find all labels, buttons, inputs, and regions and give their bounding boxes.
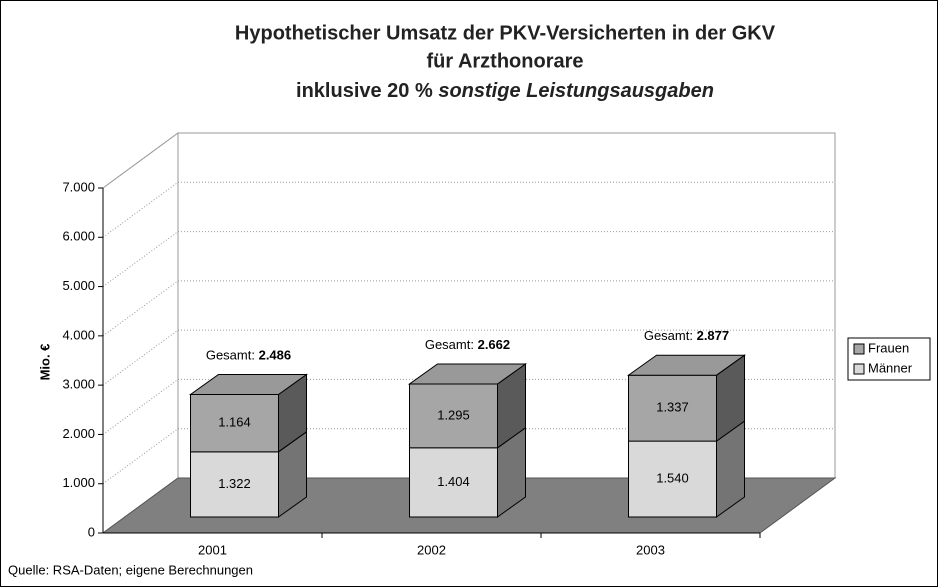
total-value: 2.877	[697, 329, 730, 344]
value-label: 1.540	[656, 470, 689, 485]
total-label: Gesamt: 2.877	[644, 329, 729, 344]
chart-title: inklusive 20 % sonstige Leistungsausgabe…	[296, 80, 714, 102]
value-label: 1.295	[437, 407, 470, 422]
chart-title: für Arzthonorare	[426, 50, 583, 72]
y-tick-label: 7.000	[62, 179, 95, 194]
grid-line	[102, 428, 835, 485]
legend-swatch	[853, 363, 865, 375]
y-tick-label: 4.000	[62, 327, 95, 342]
value-label: 1.337	[656, 400, 689, 415]
x-tick-label: 2001	[198, 542, 227, 557]
bar-front	[628, 374, 717, 442]
bar-front	[409, 447, 498, 518]
y-tick-label: 6.000	[62, 229, 95, 244]
grid-line	[102, 280, 835, 337]
title-emphasis: sonstige Leistungsausgaben	[438, 80, 714, 102]
bar	[626, 354, 747, 443]
title-part: inklusive 20 %	[296, 80, 433, 102]
bar-top	[626, 354, 747, 376]
x-tick-label: 2003	[636, 542, 665, 557]
y-tick-label: 1.000	[62, 475, 95, 490]
total-value: 2.486	[259, 348, 292, 363]
grid-line	[102, 181, 835, 238]
total-prefix: Gesamt:	[425, 337, 474, 352]
grid-line	[102, 132, 835, 189]
value-label: 1.164	[218, 415, 251, 430]
bar-top	[407, 363, 528, 385]
bar-front	[628, 440, 717, 518]
value-label: 1.404	[437, 474, 470, 489]
total-label: Gesamt: 2.662	[425, 337, 510, 352]
bar	[190, 430, 307, 518]
grid-line	[102, 231, 835, 287]
legend-label: Männer	[868, 360, 913, 375]
bar-front	[190, 393, 279, 453]
x-tick-label: 2002	[417, 542, 446, 557]
bar	[628, 420, 745, 518]
source: Quelle: RSA-Daten; eigene Berechnungen	[8, 562, 253, 577]
bar	[407, 363, 528, 449]
legend-swatch	[853, 343, 865, 355]
y-axis-label: Mio. €	[37, 344, 52, 381]
y-tick-label: 5.000	[62, 278, 95, 293]
side-wall	[102, 132, 179, 534]
total-prefix: Gesamt:	[206, 348, 255, 363]
y-tick-label: 3.000	[62, 377, 95, 392]
y-tick-label: 2.000	[62, 426, 95, 441]
bar-front	[190, 451, 279, 518]
bar-front	[409, 383, 498, 449]
total-prefix: Gesamt:	[644, 329, 693, 344]
legend-label: Frauen	[868, 340, 909, 355]
total-label: Gesamt: 2.486	[206, 348, 291, 363]
total-value: 2.662	[478, 337, 511, 352]
y-tick-label: 0	[88, 524, 95, 539]
grid-line	[102, 378, 835, 435]
grid-line	[102, 329, 835, 386]
chart-title: Hypothetischer Umsatz der PKV-Versichert…	[235, 22, 776, 44]
bar-top	[188, 373, 309, 395]
bar	[188, 373, 309, 453]
bar	[409, 426, 526, 518]
value-label: 1.322	[218, 476, 251, 491]
